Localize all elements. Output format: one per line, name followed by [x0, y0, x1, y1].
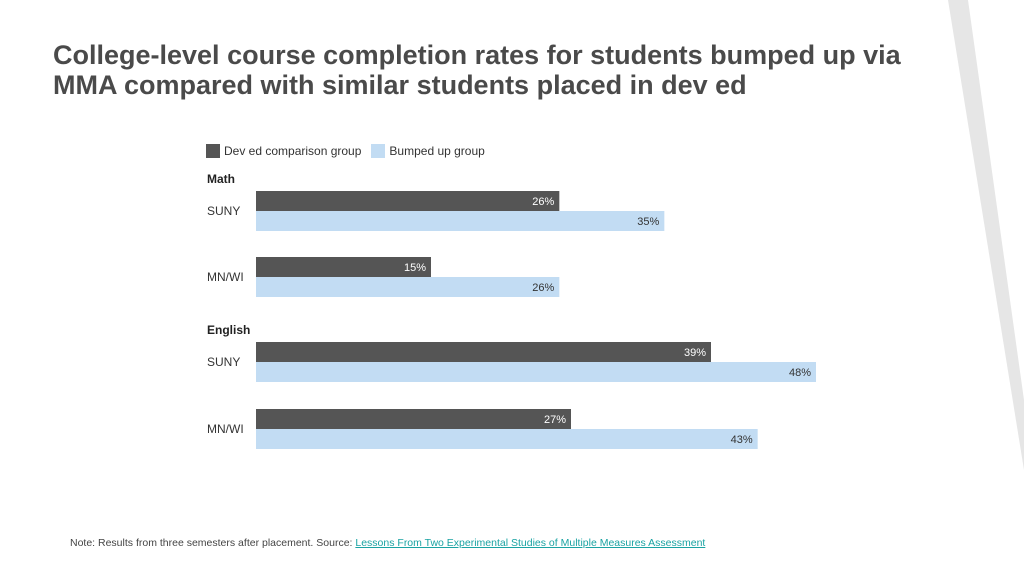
footnote: Note: Results from three semesters after… [70, 537, 705, 549]
bar-dev-ed [256, 342, 711, 362]
data-label-bumped-up: 43% [731, 434, 753, 446]
legend-item-dev-ed: Dev ed comparison group [206, 144, 361, 158]
data-label-dev-ed: 27% [544, 414, 566, 426]
legend-label-dev-ed: Dev ed comparison group [224, 144, 362, 158]
data-label-dev-ed: 15% [404, 262, 426, 274]
bar-dev-ed [256, 191, 560, 211]
legend-label-bumped-up: Bumped up group [389, 144, 485, 158]
category-label: SUNY [207, 204, 240, 218]
category-label: MN/WI [207, 270, 244, 284]
bar-bumped-up [256, 362, 816, 382]
legend-item-bumped-up: Bumped up group [371, 144, 485, 158]
group-label-english: English [207, 323, 250, 337]
source-link[interactable]: Lessons From Two Experimental Studies of… [355, 537, 706, 549]
data-label-bumped-up: 35% [637, 216, 659, 228]
page-title: College-level course completion rates fo… [53, 40, 901, 100]
legend-swatch-bumped-up [371, 144, 386, 158]
data-label-dev-ed: 39% [684, 347, 706, 359]
category-label: SUNY [207, 355, 240, 369]
legend-swatch-dev-ed [206, 144, 220, 158]
data-label-bumped-up: 26% [532, 282, 554, 294]
chart-legend: Dev ed comparison group Bumped up group [206, 143, 495, 159]
bar-bumped-up [256, 277, 560, 297]
bar-bumped-up [256, 211, 665, 231]
bar-dev-ed [256, 409, 571, 429]
group-label-math: Math [207, 172, 235, 186]
data-label-bumped-up: 48% [789, 367, 811, 379]
data-label-dev-ed: 26% [532, 196, 554, 208]
footnote-text: Note: Results from three semesters after… [70, 537, 356, 549]
bar-bumped-up [256, 429, 758, 449]
bar-dev-ed [256, 257, 431, 277]
category-label: MN/WI [207, 422, 244, 436]
